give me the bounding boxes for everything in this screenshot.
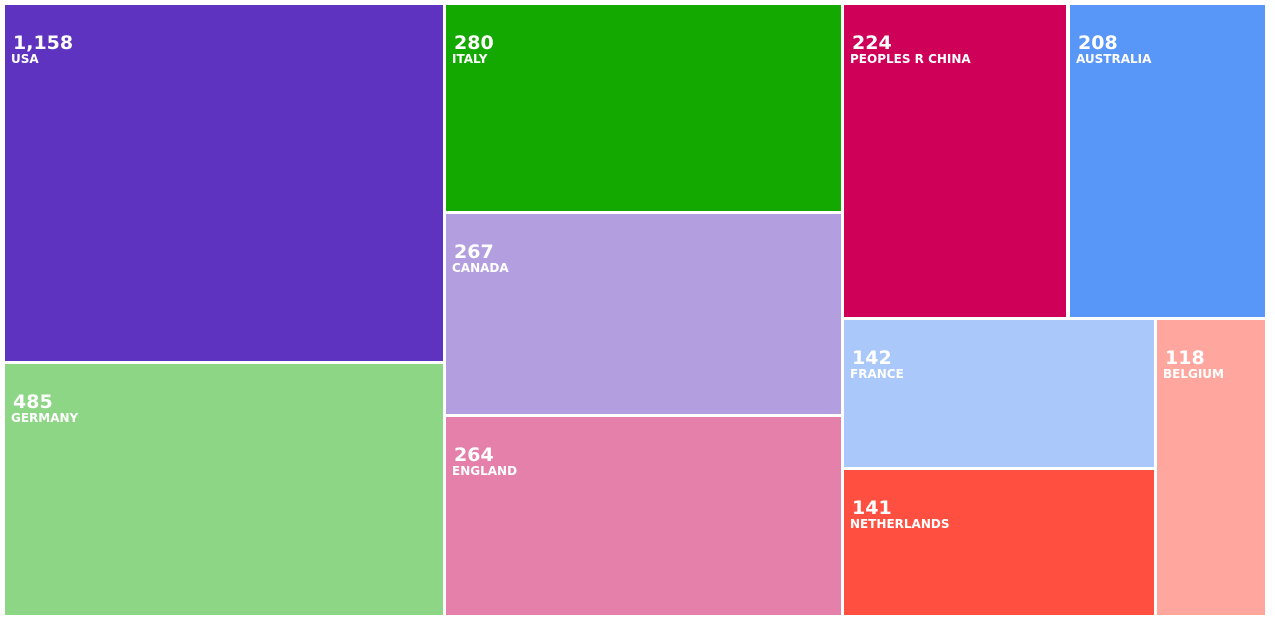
tile — [1070, 5, 1265, 317]
tile-value: 264 — [454, 444, 494, 466]
tile-label: ENGLAND — [452, 464, 517, 478]
tile-value: 224 — [852, 32, 892, 54]
tile-label: AUSTRALIA — [1076, 52, 1152, 66]
tile-label: PEOPLES R CHINA — [850, 52, 971, 66]
tile — [1157, 320, 1265, 615]
tile — [5, 364, 443, 615]
tile-value: 267 — [454, 241, 494, 263]
tile-label: BELGIUM — [1163, 367, 1224, 381]
tile — [446, 5, 841, 211]
tile-value: 142 — [852, 347, 892, 369]
tile-label: CANADA — [452, 261, 509, 275]
tile-value: 118 — [1165, 347, 1205, 369]
tile — [844, 320, 1154, 467]
tile-value: 208 — [1078, 32, 1118, 54]
tile — [446, 214, 841, 414]
tile — [844, 470, 1154, 615]
tile-value: 141 — [852, 497, 892, 519]
tile-label: FRANCE — [850, 367, 904, 381]
tile-label: ITALY — [452, 52, 488, 66]
tile — [5, 5, 443, 361]
tile-value: 1,158 — [13, 32, 73, 54]
tile — [446, 417, 841, 615]
tile-label: USA — [11, 52, 39, 66]
tile — [844, 5, 1066, 317]
tile-value: 485 — [13, 391, 53, 413]
tile-value: 280 — [454, 32, 494, 54]
tile-label: GERMANY — [11, 411, 79, 425]
tile-label: NETHERLANDS — [850, 517, 950, 531]
